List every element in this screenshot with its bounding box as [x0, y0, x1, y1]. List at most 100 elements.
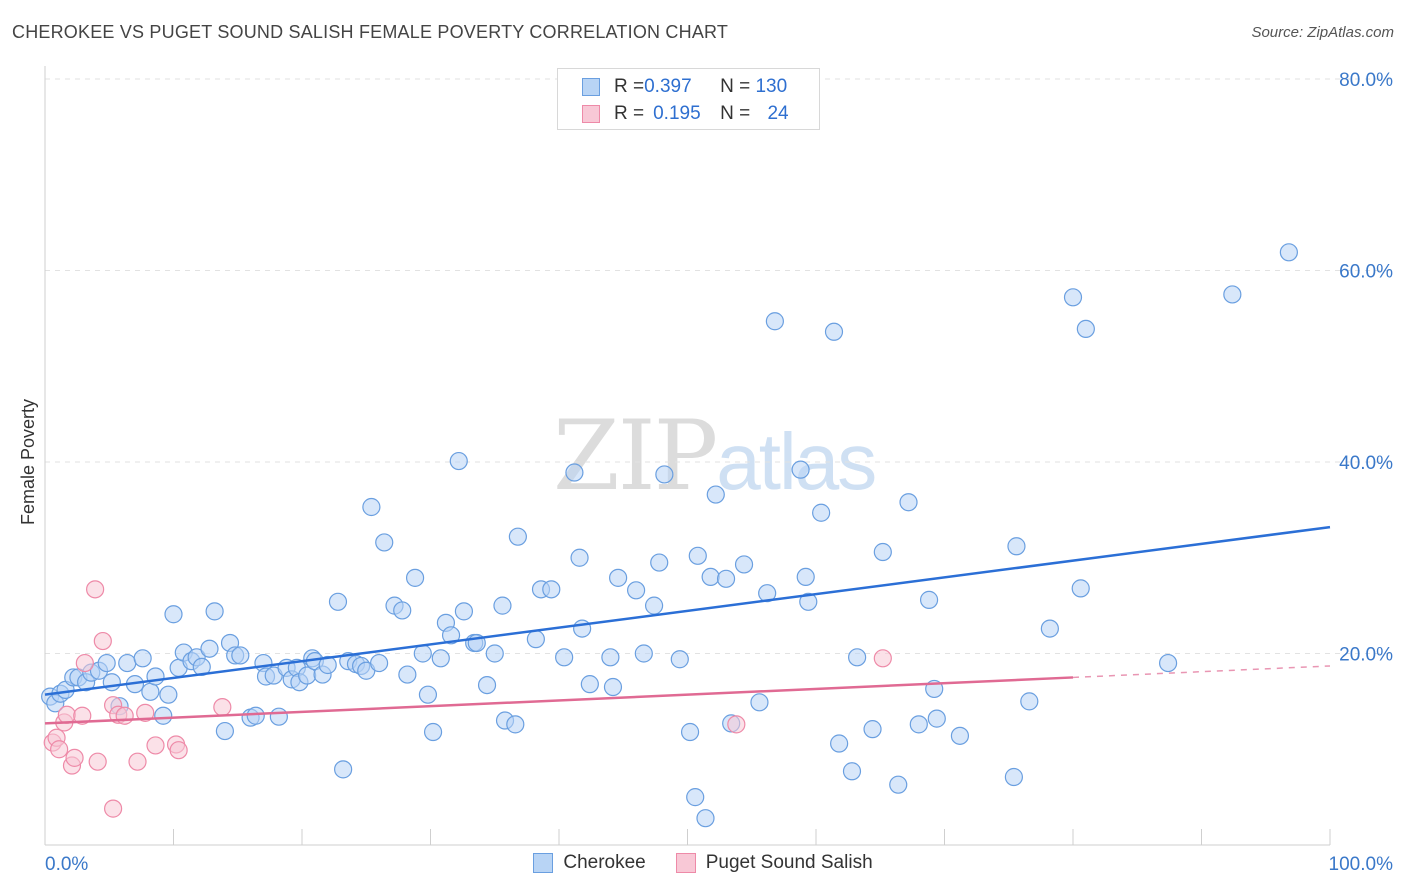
watermark: ZIPatlas	[553, 400, 877, 512]
y-tick-label: 80.0%	[1339, 70, 1393, 91]
puget-point	[93, 631, 112, 651]
cherokee-point	[670, 650, 689, 669]
puget-swatch	[675, 853, 696, 873]
cherokee-point	[413, 644, 432, 663]
legend-n-value: 130	[755, 76, 788, 97]
puget-point	[86, 580, 105, 599]
cherokee-point	[477, 675, 497, 695]
legend-item-cherokee: Cherokee	[533, 852, 646, 874]
grid	[45, 78, 1393, 654]
puget-point	[50, 740, 69, 759]
cherokee-point	[799, 592, 818, 611]
cherokee-point	[655, 465, 674, 484]
series-legend: Cherokee Puget Sound Salish	[0, 852, 1406, 874]
cherokee-point	[716, 569, 736, 588]
cherokee-point	[485, 644, 504, 663]
cherokee-point	[508, 527, 527, 546]
cherokee-point	[830, 734, 849, 753]
legend-n-label: N =	[720, 103, 756, 124]
cherokee-point	[688, 546, 707, 565]
puget-point	[873, 649, 892, 668]
cherokee-point	[418, 685, 438, 704]
cherokee-point	[423, 722, 443, 742]
series-cherokee	[41, 243, 1298, 828]
cherokee-point	[791, 460, 810, 479]
cherokee-point	[734, 555, 754, 574]
cherokee-point	[565, 463, 584, 482]
y-axis-label: Female Poverty	[18, 399, 38, 525]
cherokee-point	[873, 542, 892, 562]
puget-point	[146, 736, 165, 755]
cherokee-point	[824, 322, 844, 341]
cherokee-point	[899, 493, 918, 512]
cherokee-point	[644, 596, 664, 615]
cherokee-point	[1063, 288, 1083, 307]
cherokee-point	[1158, 653, 1178, 673]
cherokee-point	[431, 649, 450, 668]
cherokee-point	[796, 567, 815, 587]
cherokee-point	[750, 693, 769, 712]
cherokee-point	[1071, 579, 1090, 598]
cherokee-point	[141, 682, 160, 701]
watermark-zip: ZIP	[553, 400, 718, 512]
cherokee-point	[269, 707, 288, 726]
cherokee-point	[626, 581, 646, 600]
cherokee-point	[863, 720, 882, 739]
cherokee-point	[449, 451, 468, 471]
chart-title: CHEROKEE VS PUGET SOUND SALISH FEMALE PO…	[12, 22, 729, 42]
cherokee-point	[164, 605, 183, 624]
cherokee-point	[97, 653, 116, 673]
cherokee-point	[154, 706, 173, 725]
axes	[44, 66, 1331, 846]
puget-point	[136, 703, 155, 722]
cherokee-point	[650, 553, 669, 572]
cherokee-swatch	[582, 78, 600, 96]
cherokee-point	[454, 602, 474, 621]
legend-row-puget: R = 0.195 N = 24	[582, 102, 789, 126]
cherokee-trend-line	[44, 525, 1331, 696]
cherokee-point	[848, 648, 867, 667]
cherokee-point	[706, 485, 725, 504]
puget-trend-line	[44, 676, 1074, 725]
puget-point	[65, 748, 84, 767]
puget-point	[727, 715, 746, 734]
legend-label-puget: Puget Sound Salish	[705, 852, 873, 873]
cherokee-point	[375, 533, 394, 552]
cherokee-point	[526, 630, 545, 649]
legend-item-puget: Puget Sound Salish	[675, 852, 873, 874]
cherokee-point	[493, 596, 512, 615]
x-tick-label-max: 100.0%	[1329, 854, 1394, 875]
puget-swatch	[582, 105, 600, 123]
cherokee-point	[765, 312, 784, 331]
cherokee-point	[231, 646, 250, 665]
correlation-legend: R = 0.397 N = 130 R = 0.195 N = 24	[557, 68, 820, 130]
cherokee-point	[1004, 767, 1023, 787]
cherokee-point	[950, 726, 970, 745]
cherokee-point	[118, 653, 137, 673]
legend-row-cherokee: R = 0.397 N = 130	[582, 75, 787, 99]
cherokee-point	[362, 497, 381, 517]
cherokee-point	[580, 675, 599, 694]
cherokee-point	[1020, 692, 1039, 711]
cherokee-point	[1279, 243, 1298, 262]
legend-n-value: 24	[767, 103, 789, 124]
cherokee-point	[601, 648, 620, 667]
x-tick-label-min: 0.0%	[45, 854, 88, 875]
cherokee-point	[370, 653, 389, 673]
cherokee-point	[200, 639, 219, 658]
source-label: Source: ZipAtlas.com	[1251, 24, 1394, 41]
cherokee-point	[609, 568, 628, 587]
legend-r-value: 0.397	[644, 76, 692, 97]
cherokee-point	[398, 665, 417, 684]
puget-point	[115, 706, 134, 725]
cherokee-point	[1223, 285, 1242, 304]
legend-r-label: R =	[614, 76, 645, 97]
cherokee-point	[842, 762, 862, 781]
legend-n-label: N =	[720, 76, 756, 97]
puget-point	[213, 698, 232, 717]
puget-point	[128, 752, 147, 771]
puget-point	[169, 741, 188, 760]
cherokee-point	[1076, 319, 1095, 339]
cherokee-point	[405, 568, 425, 587]
